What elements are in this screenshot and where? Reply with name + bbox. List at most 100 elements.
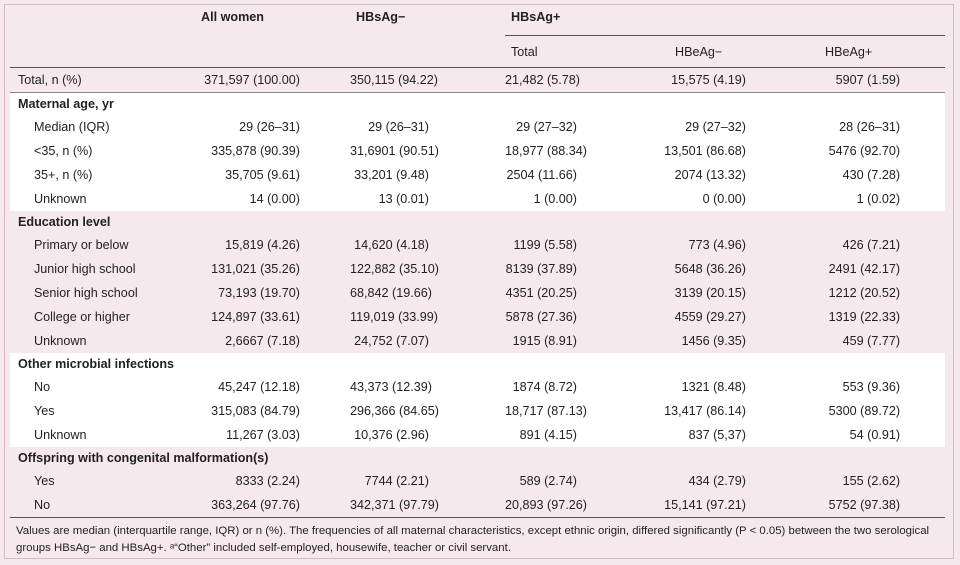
row-label: No [10, 493, 195, 518]
table-cell: 1319 (22.33) [800, 305, 946, 329]
header-hbeag-negative: HBeAg− [655, 35, 800, 68]
table-cell: 891 (4.15) [505, 423, 655, 447]
table-cell: 18,977 (88.34) [505, 139, 655, 163]
table-cell: 773 (4.96) [655, 233, 800, 257]
table-cell: 35,705 (9.61) [195, 163, 350, 187]
table-cell: 15,141 (97.21) [655, 493, 800, 518]
header-hbsag-positive: HBsAg+ [511, 10, 561, 24]
table-cell: 430 (7.28) [800, 163, 946, 187]
table-cell: 342,371 (97.79) [350, 493, 505, 518]
table-cell: 2,6667 (7.18) [195, 329, 350, 353]
table-cell: 29 (26–31) [195, 115, 350, 139]
section-header: Offspring with congenital malformation(s… [10, 447, 946, 469]
table-cell: 837 (5,37) [655, 423, 800, 447]
row-label: <35, n (%) [10, 139, 195, 163]
table-cell: 15,575 (4.19) [655, 67, 800, 93]
table-cell: 5648 (36.26) [655, 257, 800, 281]
table-row: Unknown 2,6667 (7.18) 24,752 (7.07) 1915 (8… [10, 329, 946, 353]
row-label: Yes [10, 469, 195, 493]
row-label: Yes [10, 399, 195, 423]
table-cell: 14,620 (4.18) [350, 233, 505, 257]
table-footnote: Values are median (interquartile range, … [16, 525, 930, 554]
table-row: 35+, n (%) 35,705 (9.61) 33,201 (9.48) 2504… [10, 163, 946, 187]
row-label: 35+, n (%) [10, 163, 195, 187]
section-title: Education level [10, 211, 946, 233]
table-cell: 15,819 (4.26) [195, 233, 350, 257]
table-cell: 7744 (2.21) [350, 469, 505, 493]
table-row: Senior high school 73,193 (19.70) 68,842 (… [10, 281, 946, 305]
table-cell: 5752 (97.38) [800, 493, 946, 518]
table-cell: 31,6901 (90.51) [350, 139, 505, 163]
table-cell: 4559 (29.27) [655, 305, 800, 329]
header-all-women: All women [201, 10, 264, 24]
row-label: Median (IQR) [10, 115, 195, 139]
table-cell: 4351 (20.25) [505, 281, 655, 305]
table-cell: 45,247 (12.18) [195, 375, 350, 399]
section-header: Education level [10, 211, 946, 233]
header-total: Total [505, 35, 655, 68]
table-cell: 8139 (37.89) [505, 257, 655, 281]
table-cell: 14 (0.00) [195, 187, 350, 211]
table-cell: 29 (27–32) [655, 115, 800, 139]
table-row: Yes 8333 (2.24) 7744 (2.21) 589 (2.74) 434 (… [10, 469, 946, 493]
table-cell: 459 (7.77) [800, 329, 946, 353]
table-cell: 29 (27–32) [505, 115, 655, 139]
maternal-characteristics-table: All women HBsAg− HBsAg+ Total HBeAg− HBe… [10, 8, 946, 518]
table-cell: 155 (2.62) [800, 469, 946, 493]
table-row: Total, n (%) 371,597 (100.00) 350,115 (94.… [10, 67, 946, 93]
table-row: No 363,264 (97.76) 342,371 (97.79) 20,893 (… [10, 493, 946, 518]
table-cell: 5300 (89.72) [800, 399, 946, 423]
table-cell: 426 (7.21) [800, 233, 946, 257]
table-cell: 21,482 (5.78) [505, 67, 655, 93]
table-cell: 124,897 (33.61) [195, 305, 350, 329]
row-label: Senior high school [10, 281, 195, 305]
table-cell: 2504 (11.66) [505, 163, 655, 187]
table-row: Yes 315,083 (84.79) 296,366 (84.65) 18,717 … [10, 399, 946, 423]
table-cell: 335,878 (90.39) [195, 139, 350, 163]
table-cell: 296,366 (84.65) [350, 399, 505, 423]
table-cell: 371,597 (100.00) [195, 67, 350, 93]
table-cell: 5878 (27.36) [505, 305, 655, 329]
row-label: Unknown [10, 329, 195, 353]
table-row: No 45,247 (12.18) 43,373 (12.39) 1874 (8.72… [10, 375, 946, 399]
table-cell: 5476 (92.70) [800, 139, 946, 163]
table-cell: 350,115 (94.22) [350, 67, 505, 93]
table-cell: 54 (0.91) [800, 423, 946, 447]
section-title: Offspring with congenital malformation(s… [10, 447, 946, 469]
table-cell: 13,501 (86.68) [655, 139, 800, 163]
table-row: College or higher 124,897 (33.61) 119,019 … [10, 305, 946, 329]
table-cell: 434 (2.79) [655, 469, 800, 493]
table-cell: 3139 (20.15) [655, 281, 800, 305]
row-label: Unknown [10, 423, 195, 447]
table-cell: 43,373 (12.39) [350, 375, 505, 399]
header-hbeag-positive: HBeAg+ [800, 35, 946, 68]
table-cell: 119,019 (33.99) [350, 305, 505, 329]
table-row: Unknown 11,267 (3.03) 10,376 (2.96) 891 (4.… [10, 423, 946, 447]
table-cell: 0 (0.00) [655, 187, 800, 211]
table-cell: 1 (0.00) [505, 187, 655, 211]
table-row: Unknown 14 (0.00) 13 (0.01) 1 (0.00) 0 (0.00… [10, 187, 946, 211]
row-label: Junior high school [10, 257, 195, 281]
table-cell: 33,201 (9.48) [350, 163, 505, 187]
table-cell: 28 (26–31) [800, 115, 946, 139]
row-label: No [10, 375, 195, 399]
table-cell: 11,267 (3.03) [195, 423, 350, 447]
table-cell: 1456 (9.35) [655, 329, 800, 353]
table-row: <35, n (%) 335,878 (90.39) 31,6901 (90.51)… [10, 139, 946, 163]
table-row: Median (IQR) 29 (26–31) 29 (26–31) 29 (27–3… [10, 115, 946, 139]
section-title: Maternal age, yr [10, 92, 946, 115]
table-row: Junior high school 131,021 (35.26) 122,882… [10, 257, 946, 281]
table-cell: 122,882 (35.10) [350, 257, 505, 281]
table-cell: 18,717 (87.13) [505, 399, 655, 423]
table-cell: 29 (26–31) [350, 115, 505, 139]
row-label: Total, n (%) [10, 67, 195, 93]
table-cell: 8333 (2.24) [195, 469, 350, 493]
header-hbsag-negative: HBsAg− [356, 10, 406, 24]
table-cell: 5907 (1.59) [800, 67, 946, 93]
table-cell: 68,842 (19.66) [350, 281, 505, 305]
table-row: Primary or below 15,819 (4.26) 14,620 (4.1… [10, 233, 946, 257]
table-cell: 363,264 (97.76) [195, 493, 350, 518]
table-cell: 24,752 (7.07) [350, 329, 505, 353]
row-label: College or higher [10, 305, 195, 329]
table-cell: 553 (9.36) [800, 375, 946, 399]
